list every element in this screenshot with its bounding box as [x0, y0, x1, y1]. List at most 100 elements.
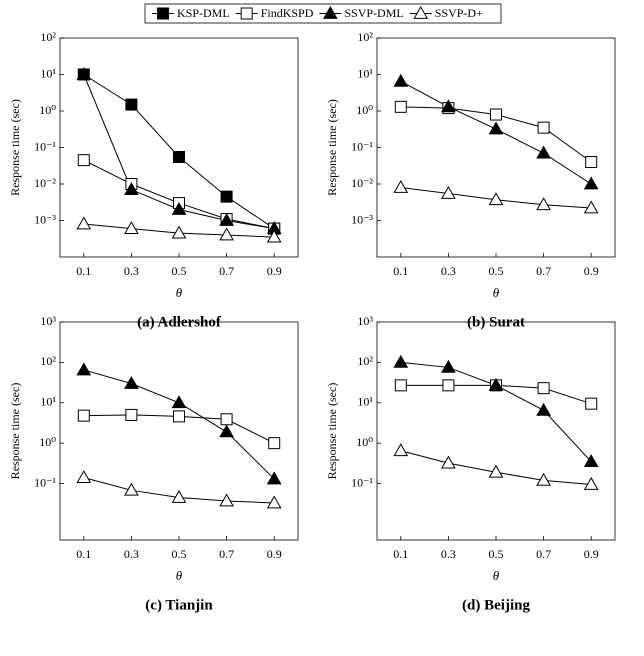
x-tick-label: 0.5 — [489, 547, 504, 561]
data-point — [537, 382, 550, 395]
data-point — [393, 180, 409, 193]
y-axis-label: Response time (sec) — [8, 383, 22, 480]
y-tick-label: 10⁻¹ — [351, 475, 373, 489]
x-tick-label: 0.3 — [124, 264, 139, 278]
data-point — [441, 99, 456, 113]
y-tick-label: 10¹ — [357, 66, 373, 80]
x-axis-label: θ — [493, 568, 500, 583]
data-point — [219, 424, 234, 438]
y-tick-label: 10⁰ — [39, 435, 56, 449]
series-line — [83, 369, 275, 480]
plot-frame — [376, 321, 616, 541]
y-tick-label: 10³ — [40, 314, 56, 328]
data-point — [125, 408, 138, 421]
x-tick-label: 0.7 — [219, 547, 234, 561]
panel-caption: (c) Tianjin — [145, 597, 213, 613]
data-point — [219, 212, 234, 226]
x-tick-label: 0.7 — [219, 264, 234, 278]
y-tick-label: 10¹ — [40, 395, 56, 409]
y-axis-label: Response time (sec) — [325, 99, 339, 196]
data-point — [490, 108, 502, 121]
x-axis-label: θ — [493, 285, 500, 300]
data-point — [537, 121, 550, 134]
data-point — [393, 443, 409, 457]
data-point — [393, 73, 409, 87]
plot-frame — [59, 321, 299, 541]
data-point — [76, 362, 92, 376]
data-point — [441, 455, 456, 469]
y-tick-label: 10² — [40, 354, 56, 368]
data-point — [536, 472, 551, 486]
legend-label: SSVP-DML — [344, 6, 403, 20]
data-point — [171, 225, 187, 239]
plot-frame — [59, 37, 299, 258]
data-point — [266, 229, 282, 243]
data-point — [124, 182, 139, 196]
y-tick-label: 10⁻¹ — [34, 139, 56, 153]
data-point — [76, 470, 92, 484]
data-point — [488, 192, 504, 206]
y-tick-label: 10⁰ — [39, 103, 56, 117]
x-tick-label: 0.9 — [584, 264, 599, 278]
x-tick-label: 0.9 — [267, 547, 282, 561]
x-tick-label: 0.3 — [441, 264, 456, 278]
y-tick-label: 10⁻³ — [34, 212, 56, 226]
x-tick-label: 0.1 — [393, 547, 408, 561]
data-point — [266, 471, 282, 485]
y-tick-label: 10⁻³ — [351, 212, 373, 226]
y-axis-label: Response time (sec) — [8, 99, 22, 196]
data-point — [220, 413, 233, 426]
panel-caption: (b) Surat — [467, 314, 525, 330]
x-tick-label: 0.1 — [393, 264, 408, 278]
data-point — [441, 185, 456, 199]
x-tick-label: 0.5 — [172, 547, 187, 561]
legend-marker — [240, 7, 253, 20]
data-point — [268, 437, 281, 450]
series-line — [400, 361, 592, 462]
y-tick-label: 10¹ — [40, 66, 56, 80]
data-point — [77, 409, 90, 422]
y-tick-label: 10⁻¹ — [351, 139, 373, 153]
data-point — [125, 98, 138, 111]
data-point — [536, 197, 551, 211]
plot-frame — [376, 37, 616, 258]
x-tick-label: 0.5 — [489, 264, 504, 278]
data-point — [76, 216, 92, 230]
data-point — [441, 359, 456, 373]
data-point — [583, 454, 599, 467]
x-tick-label: 0.7 — [536, 547, 551, 561]
legend-marker — [413, 5, 429, 19]
data-point — [488, 121, 504, 135]
data-point — [171, 202, 187, 215]
y-axis-label: Response time (sec) — [325, 383, 339, 480]
y-tick-label: 10² — [40, 30, 56, 44]
data-point — [124, 482, 139, 496]
y-tick-label: 10⁻² — [351, 176, 373, 190]
data-point — [536, 145, 551, 159]
data-point — [394, 379, 407, 392]
panel-caption: (a) Adlershof — [137, 314, 222, 330]
x-tick-label: 0.9 — [584, 547, 599, 561]
y-tick-label: 10² — [357, 30, 373, 44]
y-tick-label: 10¹ — [357, 395, 373, 409]
data-point — [171, 395, 187, 409]
x-tick-label: 0.3 — [441, 547, 456, 561]
legend-marker — [157, 7, 169, 20]
data-point — [77, 154, 90, 167]
data-point — [394, 100, 407, 113]
data-point — [124, 375, 139, 389]
data-point — [171, 490, 187, 503]
x-tick-label: 0.3 — [124, 547, 139, 561]
x-tick-label: 0.5 — [172, 264, 187, 278]
data-point — [76, 66, 92, 80]
legend-label: SSVP-D+ — [435, 6, 483, 20]
data-point — [585, 156, 598, 169]
x-axis-label: θ — [176, 285, 183, 300]
data-point — [173, 150, 185, 163]
series-line — [83, 159, 275, 230]
data-point — [583, 200, 599, 214]
panel-caption: (d) Beijing — [462, 597, 530, 613]
data-point — [393, 354, 409, 368]
data-point — [266, 495, 282, 509]
